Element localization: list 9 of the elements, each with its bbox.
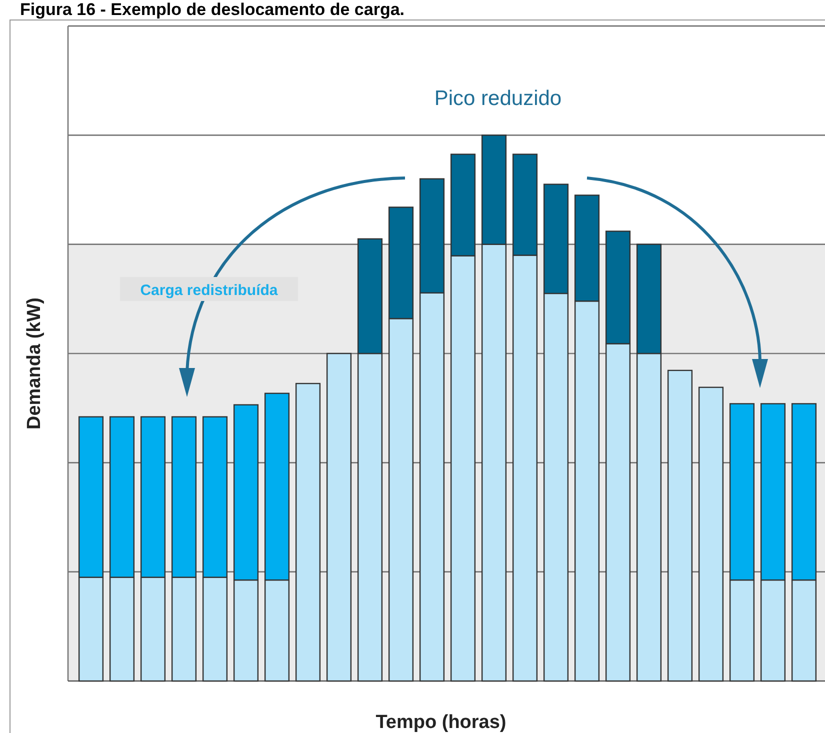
annotation: Carga redistribuída [140,282,278,299]
bar [698,386,724,682]
bar [326,352,352,682]
bar [295,382,321,682]
bar [667,370,693,682]
y-axis-title: Demanda (kW) [24,298,45,430]
x-axis-title: Tempo (horas) [376,712,506,733]
text: Pico reduzido [434,87,562,110]
chart-title: Figura 16 - Exemplo de deslocamento de carga. [20,0,405,19]
